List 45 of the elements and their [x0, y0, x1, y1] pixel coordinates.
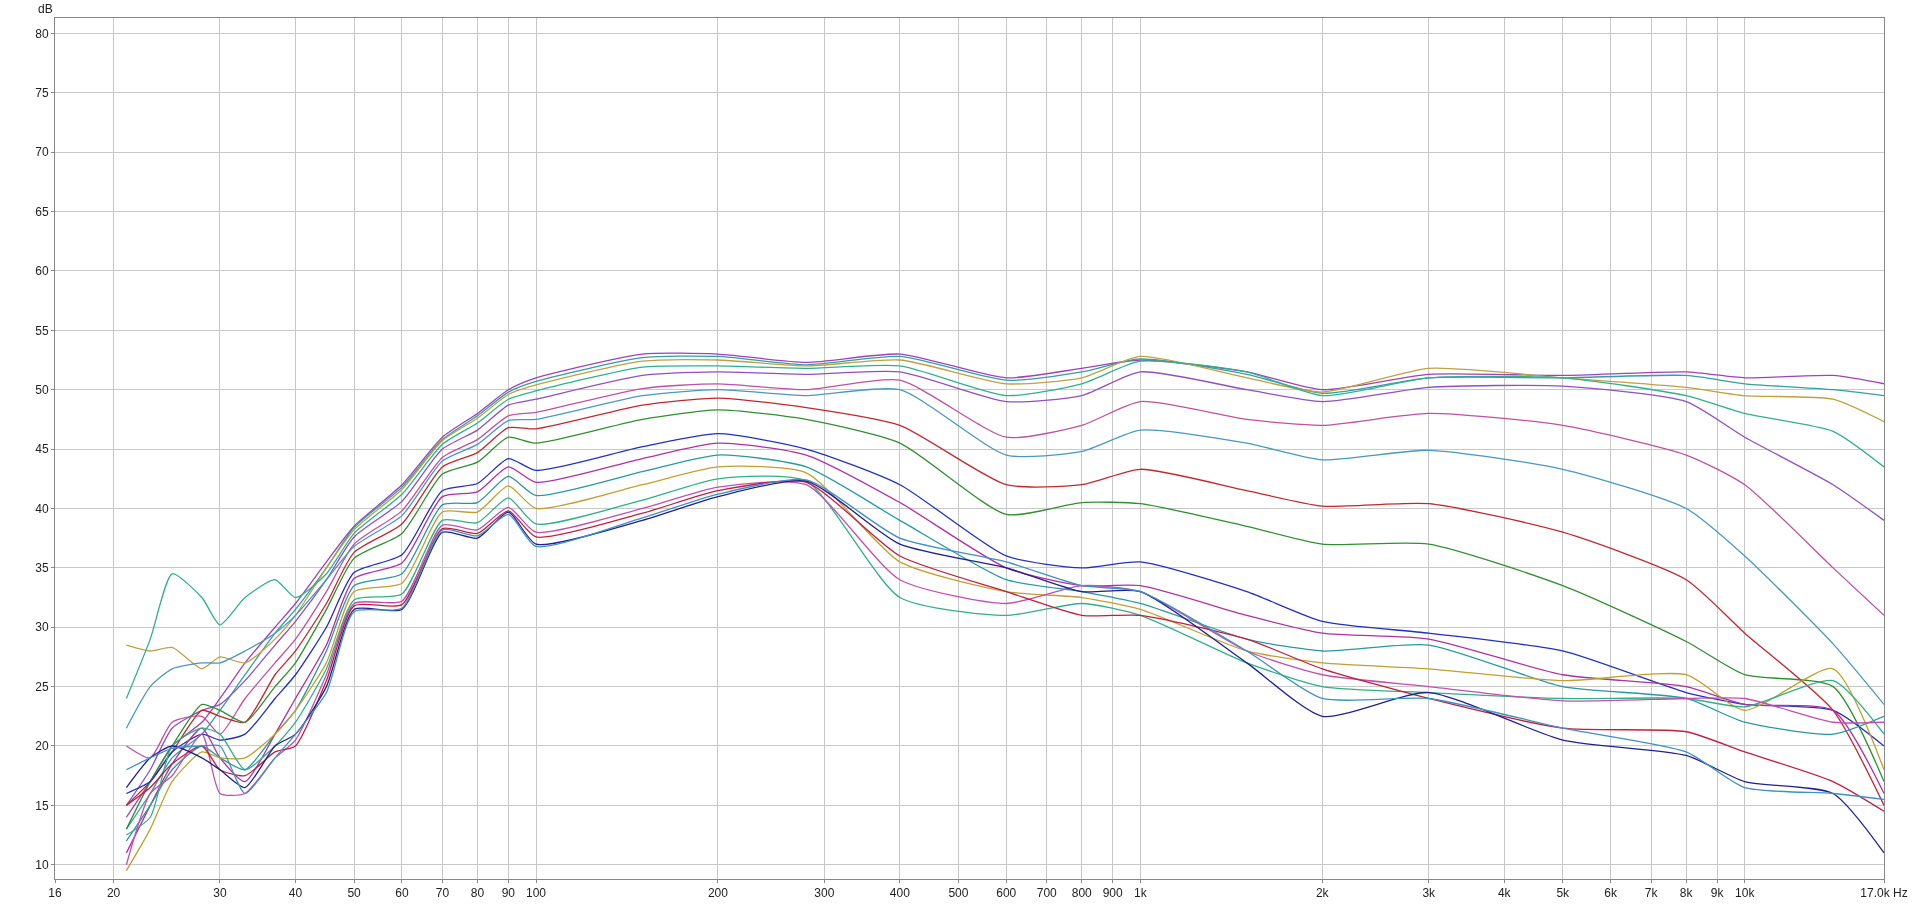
y-tick-label: 55 [35, 323, 49, 338]
x-tick-label: 5k [1556, 886, 1571, 901]
x-tick-label: 8k [1679, 886, 1694, 901]
y-tick-label: 25 [35, 679, 49, 694]
y-tick-label: 50 [35, 382, 49, 397]
x-tick-label: 30 [213, 886, 227, 901]
y-tick-label: 45 [35, 442, 49, 457]
y-tick-label: 20 [35, 739, 49, 754]
x-tick-label: 600 [996, 886, 1017, 901]
x-tick-label: 2k [1315, 886, 1330, 901]
x-tick-label: 3k [1422, 886, 1437, 901]
y-tick-label: 35 [35, 561, 49, 576]
y-axis-title: dB [38, 2, 53, 16]
y-tick-label: 40 [35, 501, 49, 516]
y-tick-label: 60 [35, 264, 49, 279]
x-tick-label: 4k [1497, 886, 1512, 901]
x-tick-label: 700 [1036, 886, 1058, 901]
x-tick-label: 40 [288, 886, 303, 901]
x-tick-label: 80 [470, 886, 485, 901]
x-tick-label: 17.0k Hz [1860, 886, 1908, 901]
x-tick-label: 6k [1604, 886, 1618, 901]
x-tick-label: 1k [1134, 886, 1148, 901]
x-tick-label: 90 [501, 886, 516, 901]
x-tick-label: 100 [525, 886, 547, 901]
y-tick-label: 10 [35, 857, 49, 872]
y-tick-label: 30 [35, 620, 49, 635]
x-tick-label: 16 [48, 886, 62, 901]
x-tick-label: 20 [106, 886, 121, 901]
x-tick-label: 400 [889, 886, 911, 901]
x-tick-label: 70 [435, 886, 450, 901]
x-tick-label: 500 [948, 886, 969, 901]
x-tick-label: 60 [395, 886, 409, 901]
y-tick-label: 15 [35, 798, 49, 813]
x-tick-label: 7k [1644, 886, 1659, 901]
y-tick-label: 65 [35, 204, 49, 219]
x-tick-label: 9k [1710, 886, 1725, 901]
x-tick-label: 10k [1735, 886, 1756, 901]
x-tick-label: 900 [1102, 886, 1124, 901]
x-tick-label: 300 [814, 886, 835, 901]
x-tick-label: 200 [707, 886, 729, 901]
x-tick-label: 800 [1071, 886, 1093, 901]
y-tick-label: 80 [35, 26, 49, 41]
x-tick-label: 50 [347, 886, 362, 901]
y-tick-label: 75 [35, 86, 49, 101]
y-tick-label: 70 [35, 145, 49, 160]
